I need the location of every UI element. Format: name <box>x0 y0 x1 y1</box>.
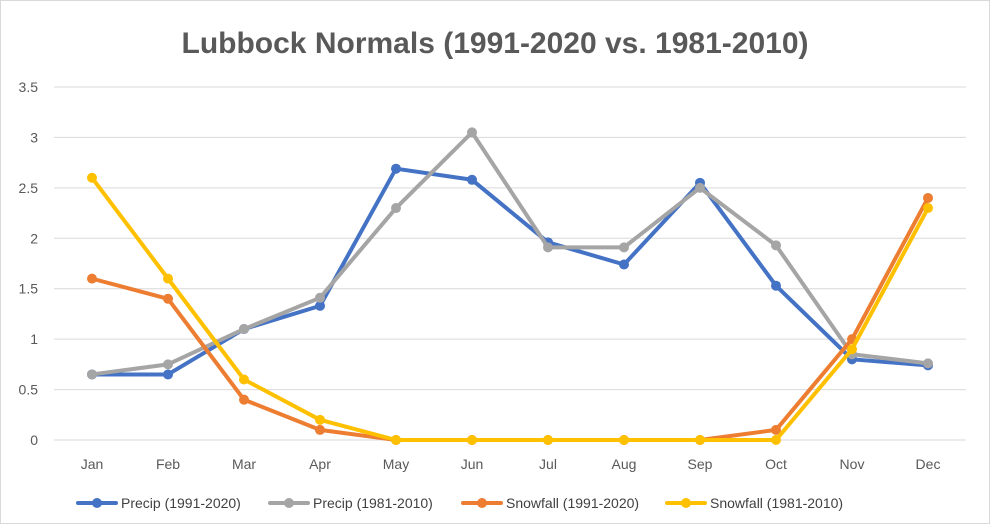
x-axis-ticks: Jan Feb Mar Apr May Jun Jul Aug Sep Oct Nov Dec <box>81 456 941 472</box>
y-axis-ticks: 0 0.5 1 1.5 2 2.5 3 3.5 <box>19 79 39 448</box>
data-point <box>847 344 857 355</box>
data-point <box>771 240 781 251</box>
series-group <box>87 172 933 445</box>
data-point <box>695 435 705 445</box>
data-point <box>923 203 933 214</box>
legend-item: Precip (1991-2020) <box>76 495 241 511</box>
data-point <box>239 394 249 405</box>
x-tick-label: Oct <box>765 456 787 472</box>
x-tick-label: May <box>383 456 409 472</box>
y-tick-label: 3 <box>30 129 38 145</box>
legend-label: Precip (1991-2020) <box>121 495 241 511</box>
x-tick-label: Dec <box>916 456 941 472</box>
legend: Precip (1991-2020) Precip (1981-2010) Snow… <box>76 495 843 511</box>
data-point <box>619 242 629 253</box>
legend-label: Snowfall (1991-2020) <box>506 495 639 511</box>
y-tick-label: 3.5 <box>19 79 39 95</box>
x-tick-label: Aug <box>612 456 637 472</box>
legend-item: Snowfall (1981-2010) <box>665 495 843 511</box>
data-point <box>315 292 325 303</box>
x-tick-label: Apr <box>309 456 331 472</box>
series-group <box>87 192 933 445</box>
y-tick-label: 1.5 <box>19 281 39 297</box>
data-point <box>695 182 705 193</box>
series-line <box>90 175 930 442</box>
data-point <box>87 172 97 183</box>
data-point <box>163 359 173 370</box>
data-point <box>391 163 401 174</box>
x-tick-label: Nov <box>840 456 865 472</box>
series-lines <box>87 127 933 445</box>
data-point <box>391 203 401 214</box>
data-point <box>391 435 401 445</box>
y-tick-label: 0 <box>30 432 38 448</box>
data-point <box>87 369 97 380</box>
data-point <box>619 259 629 270</box>
y-tick-label: 0.5 <box>19 382 39 398</box>
data-point <box>771 280 781 291</box>
legend-label: Precip (1981-2010) <box>313 495 433 511</box>
x-tick-label: Sep <box>688 456 713 472</box>
legend-item: Precip (1981-2010) <box>268 495 433 511</box>
data-point <box>467 435 477 445</box>
x-tick-label: Feb <box>156 456 180 472</box>
legend-marker <box>284 498 294 508</box>
data-point <box>923 192 933 203</box>
data-point <box>619 435 629 445</box>
series-line <box>90 195 930 442</box>
data-point <box>315 414 325 425</box>
y-tick-label: 1 <box>30 331 38 347</box>
legend-marker <box>92 498 102 508</box>
legend-marker <box>681 498 691 508</box>
data-point <box>239 374 249 385</box>
data-point <box>467 174 477 185</box>
gridlines <box>54 86 966 441</box>
data-point <box>163 369 173 380</box>
legend-label: Snowfall (1981-2010) <box>710 495 843 511</box>
series-group <box>87 127 933 380</box>
legend-marker <box>477 498 487 508</box>
data-point <box>315 424 325 435</box>
data-point <box>163 273 173 284</box>
data-point <box>239 324 249 335</box>
data-point <box>315 300 325 311</box>
data-point <box>771 435 781 445</box>
y-tick-label: 2 <box>30 230 38 246</box>
y-tick-label: 2.5 <box>19 180 39 196</box>
data-point <box>543 435 553 445</box>
x-tick-label: Jan <box>81 456 104 472</box>
data-point <box>467 127 477 138</box>
data-point <box>87 273 97 284</box>
chart-title: Lubbock Normals (1991-2020 vs. 1981-2010… <box>182 27 809 60</box>
x-tick-label: Jun <box>461 456 484 472</box>
data-point <box>771 424 781 435</box>
x-tick-label: Jul <box>539 456 557 472</box>
series-group <box>87 163 933 380</box>
data-point <box>163 293 173 304</box>
data-point <box>923 358 933 369</box>
x-tick-label: Mar <box>232 456 256 472</box>
series-line <box>90 130 930 377</box>
legend-item: Snowfall (1991-2020) <box>461 495 639 511</box>
data-point <box>543 242 553 253</box>
